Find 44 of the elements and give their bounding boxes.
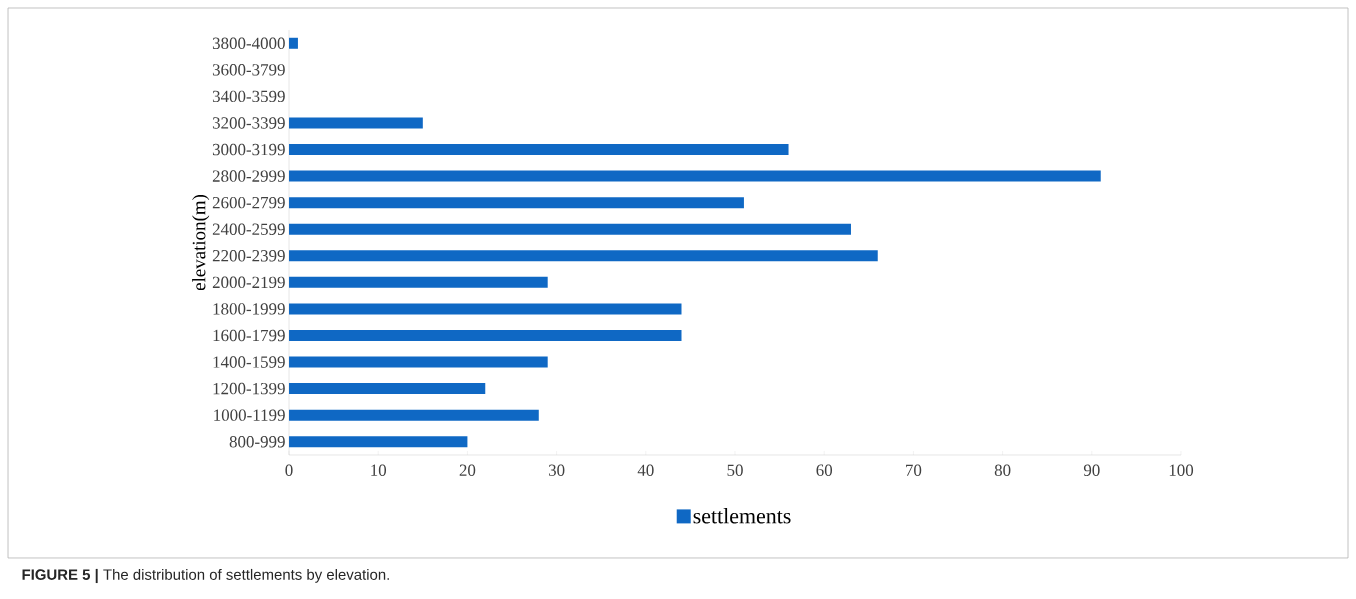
x-tick-label: 40 <box>637 464 654 476</box>
y-tick-label: 3000-3199 <box>212 143 285 156</box>
x-tick-label: 100 <box>1169 464 1194 476</box>
bar <box>289 356 548 368</box>
y-tick-label: 3600-3799 <box>212 64 285 76</box>
bar <box>289 409 539 421</box>
y-tick-label: 1000-1199 <box>214 409 285 421</box>
y-tick-label: 1800-1999 <box>213 303 285 315</box>
legend-label: settlements <box>693 508 791 524</box>
y-tick-label: 2600-2799 <box>212 196 285 209</box>
y-tick-label: 1200-1399 <box>213 382 285 395</box>
bar <box>289 436 468 448</box>
bar <box>289 170 1101 182</box>
text: FIGURE 5 | The distribution of settlements by elevation. <box>22 568 389 584</box>
bar <box>289 329 682 341</box>
bar <box>289 197 744 209</box>
x-tick-label: 10 <box>371 464 387 476</box>
x-tick-label: 90 <box>1083 464 1100 476</box>
bar <box>289 144 789 156</box>
y-tick-label: 800-999 <box>229 435 285 448</box>
x-tick-label: 30 <box>548 464 565 476</box>
y-axis-title: elevation(m) <box>192 194 210 291</box>
x-tick-label: 50 <box>727 464 743 476</box>
x-tick-label: 80 <box>994 464 1011 476</box>
x-tick-label: 60 <box>816 464 833 476</box>
y-tick-label: 3400-3599 <box>212 90 285 103</box>
bar <box>289 37 298 49</box>
x-tick-label: 0 <box>285 464 293 476</box>
x-tick-label: 20 <box>459 464 476 476</box>
x-tick-label: 70 <box>906 464 922 476</box>
bar <box>289 383 486 395</box>
y-tick-label: 3200-3399 <box>212 117 285 129</box>
y-tick-label: 3800-4000 <box>212 37 285 49</box>
bar <box>289 223 851 235</box>
y-tick-label: 2400-2599 <box>212 223 285 235</box>
bar <box>289 303 682 315</box>
bar <box>289 117 423 129</box>
y-tick-label: 2200-2399 <box>212 250 285 262</box>
bar <box>289 250 878 262</box>
y-tick-label: 2800-2999 <box>212 170 285 182</box>
bar <box>289 276 548 288</box>
y-tick-label: 2000-2199 <box>212 276 285 289</box>
y-tick-label: 1600-1799 <box>213 329 285 342</box>
y-tick-label: 1400-1599 <box>213 356 285 368</box>
